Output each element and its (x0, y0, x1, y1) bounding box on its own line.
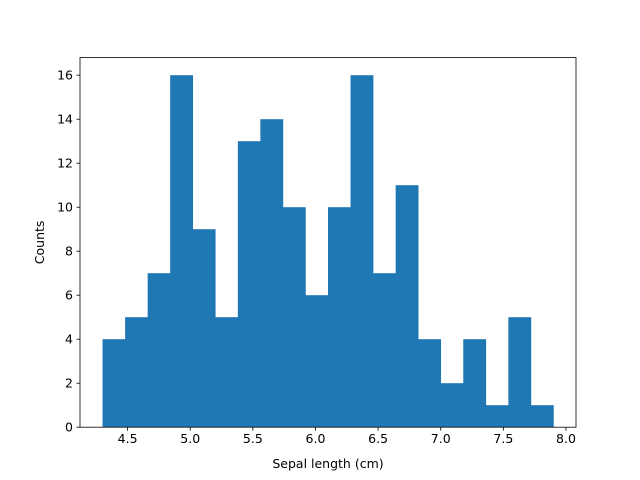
histogram-bar (485, 405, 509, 428)
histogram-bar (260, 119, 284, 428)
y-axis-ticks: 0 2 4 6 8 10 12 14 16 (57, 68, 80, 435)
x-tick-label: 5.5 (243, 431, 263, 446)
histogram-bar (215, 317, 239, 428)
histogram-bar (328, 207, 351, 428)
y-tick-label: 6 (65, 288, 73, 303)
x-tick-label: 5.0 (180, 431, 200, 446)
histogram-bar (192, 229, 216, 428)
histogram-bar (440, 383, 464, 428)
x-axis-ticks: 4.5 5.0 5.5 6.0 6.5 7.0 7.5 8.0 (118, 427, 576, 446)
histogram-bar (418, 339, 442, 428)
histogram-bar (350, 75, 374, 428)
x-axis-label: Sepal length (cm) (272, 456, 383, 471)
plot-frame (79, 57, 577, 428)
y-tick-label: 12 (57, 156, 73, 171)
y-tick-label: 4 (65, 332, 73, 347)
histogram-bars (102, 75, 554, 428)
x-tick-label: 7.5 (493, 431, 513, 446)
histogram-bar (282, 207, 306, 428)
histogram-bar (530, 405, 554, 428)
histogram-bar (463, 339, 487, 428)
histogram-bar (508, 317, 532, 428)
x-tick-label: 4.5 (118, 431, 138, 446)
y-axis-label: Counts (32, 221, 47, 265)
x-tick-label: 6.5 (368, 431, 388, 446)
x-tick-label: 6.0 (306, 431, 326, 446)
histogram-bar (395, 185, 419, 428)
x-tick-label: 7.0 (431, 431, 451, 446)
histogram-bar (125, 317, 148, 428)
histogram-bar (237, 141, 261, 428)
y-tick-label: 8 (65, 244, 73, 259)
histogram-bar (102, 339, 126, 428)
histogram-bar (373, 273, 396, 428)
y-tick-label: 10 (57, 200, 73, 215)
histogram-bar (147, 273, 171, 428)
x-tick-label: 8.0 (556, 431, 576, 446)
y-tick-label: 14 (57, 112, 73, 127)
y-tick-label: 16 (57, 68, 73, 83)
y-tick-label: 2 (65, 376, 73, 391)
histogram-bar (305, 295, 329, 428)
histogram-bar (170, 75, 194, 428)
y-tick-label: 0 (65, 420, 73, 435)
